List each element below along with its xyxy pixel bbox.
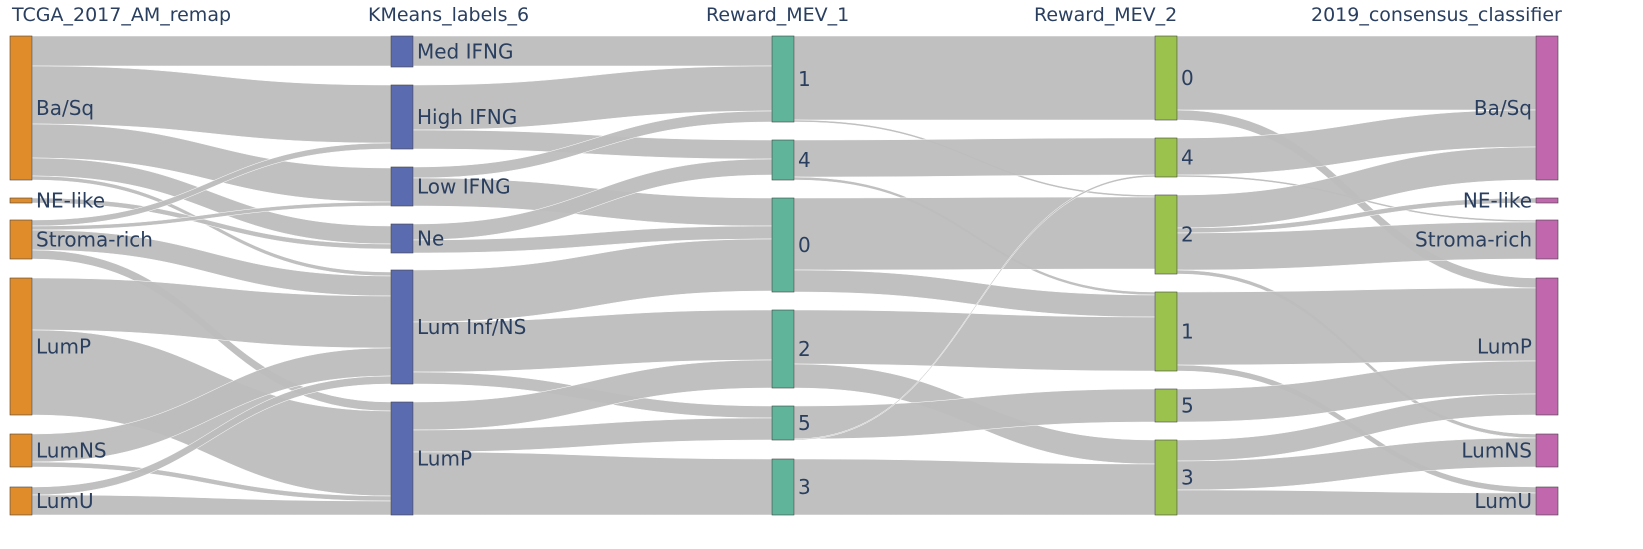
column-title-reward-mev-2: Reward_MEV_2	[1034, 4, 1178, 26]
sankey-node[interactable]	[9, 35, 33, 181]
node-label: Ba/Sq	[1474, 96, 1532, 120]
node-label: 4	[1181, 146, 1194, 170]
node-label: 5	[798, 411, 811, 435]
node-label: LumNS	[36, 439, 107, 463]
node-label: 0	[1181, 66, 1194, 90]
node-label: Ba/Sq	[36, 96, 94, 120]
node-label: LumNS	[1461, 439, 1532, 463]
sankey-node[interactable]	[9, 219, 33, 260]
node-label: 1	[1181, 320, 1194, 344]
sankey-node[interactable]	[1535, 197, 1559, 204]
sankey-node[interactable]	[1154, 137, 1178, 178]
sankey-link[interactable]	[793, 458, 1156, 516]
sankey-node[interactable]	[390, 269, 414, 385]
links-group	[31, 35, 1537, 516]
sankey-node[interactable]	[1535, 433, 1559, 468]
node-column-3: 0 4 2 1 5 3	[1154, 35, 1194, 516]
node-label: LumP	[1477, 335, 1532, 359]
sankey-node[interactable]	[1535, 219, 1559, 260]
node-label: LumU	[1474, 489, 1532, 513]
node-label: LumU	[36, 489, 94, 513]
sankey-node[interactable]	[1535, 277, 1559, 416]
sankey-node[interactable]	[390, 401, 414, 516]
node-column-2: 1 4 0 2 5 3	[771, 35, 811, 516]
node-label: 2	[798, 337, 811, 361]
sankey-node[interactable]	[390, 35, 414, 68]
sankey-node[interactable]	[390, 166, 414, 207]
sankey-node[interactable]	[9, 433, 33, 468]
node-label: 1	[798, 67, 811, 91]
node-label: Med IFNG	[417, 40, 513, 64]
node-label: High IFNG	[417, 105, 517, 129]
sankey-node[interactable]	[1154, 439, 1178, 516]
sankey-node[interactable]	[1154, 194, 1178, 275]
node-label: 2	[1181, 223, 1194, 247]
column-title-kmeans: KMeans_labels_6	[368, 4, 530, 26]
sankey-link[interactable]	[31, 35, 392, 67]
sankey-node[interactable]	[1535, 35, 1559, 181]
sankey-link[interactable]	[793, 137, 1156, 178]
sankey-node[interactable]	[771, 139, 795, 181]
node-label: Ne	[417, 227, 444, 251]
node-label: 3	[1181, 466, 1194, 490]
node-label: 5	[1181, 394, 1194, 418]
node-label: Stroma-rich	[36, 228, 153, 252]
sankey-node[interactable]	[771, 309, 795, 389]
node-label: NE-like	[1463, 189, 1532, 213]
sankey-node[interactable]	[9, 486, 33, 516]
sankey-node[interactable]	[771, 35, 795, 123]
sankey-link[interactable]	[793, 196, 1156, 271]
column-title-tcga: TCGA_2017_AM_remap	[12, 4, 232, 26]
sankey-node[interactable]	[1154, 35, 1178, 121]
sankey-node[interactable]	[771, 197, 795, 293]
sankey-node[interactable]	[9, 277, 33, 416]
node-label: Lum Inf/NS	[417, 315, 526, 339]
node-label: Low IFNG	[417, 175, 511, 199]
node-label: LumP	[36, 335, 91, 359]
sankey-link[interactable]	[793, 388, 1156, 440]
sankey-node[interactable]	[9, 197, 33, 204]
sankey-node[interactable]	[390, 84, 414, 150]
node-column-1: Med IFNG High IFNG Low IFNG Ne Lum Inf/NS Lum…	[390, 35, 526, 516]
column-title-consensus: 2019_consensus_classifier	[1311, 4, 1562, 26]
node-label: Stroma-rich	[1415, 228, 1532, 252]
sankey-node[interactable]	[1154, 291, 1178, 372]
node-label: LumP	[417, 447, 472, 471]
node-label: 4	[798, 148, 811, 172]
sankey-node[interactable]	[1535, 486, 1559, 516]
sankey-node[interactable]	[1154, 388, 1178, 423]
sankey-node[interactable]	[390, 223, 414, 254]
node-label: 0	[798, 233, 811, 257]
node-column-4: Ba/Sq NE-like Stroma-rich LumP LumNS LumU	[1415, 35, 1559, 516]
node-label: 3	[798, 475, 811, 499]
sankey-node[interactable]	[771, 458, 795, 516]
node-label: NE-like	[36, 189, 105, 213]
column-title-reward-mev-1: Reward_MEV_1	[706, 4, 850, 26]
node-column-0: Ba/Sq NE-like Stroma-rich LumP LumNS LumU	[9, 35, 153, 516]
sankey-link[interactable]	[793, 269, 1156, 318]
sankey-link[interactable]	[793, 35, 1156, 121]
sankey-link[interactable]	[793, 309, 1156, 372]
sankey-node[interactable]	[771, 405, 795, 441]
